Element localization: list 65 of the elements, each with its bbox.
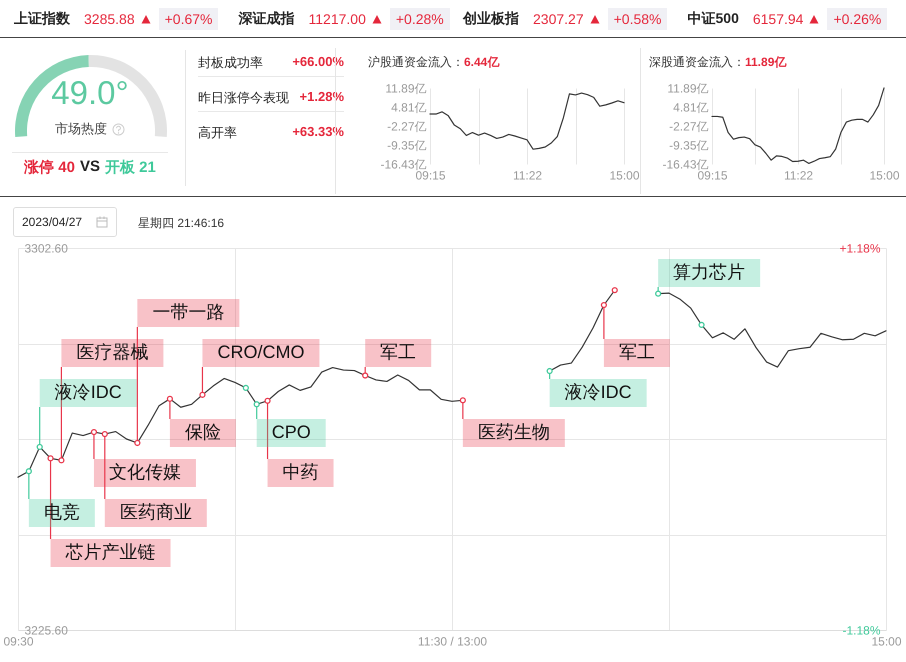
x-tick-label: 09:30 [3,634,34,648]
text: 高开率 [198,124,237,142]
text: +66.00% [292,54,344,71]
y-tick-label: -16.43亿 [662,158,708,172]
y-tick-label: -9.35亿 [387,138,426,152]
y-tick-label: 3225.60 [24,624,68,638]
text: 3285.88 [84,11,135,27]
chart-subtitle: 6.44亿 [464,55,500,69]
text: 封板成功率 [198,54,263,72]
text: 中证500 [688,10,739,28]
text: 49.0° [50,74,130,112]
data-label: 文化传媒 [108,462,181,482]
x-tick-label: 11:22 [784,168,814,182]
y-tick-label: -9.35亿 [669,138,708,152]
text: 深证成指 [238,10,294,28]
text: 创业板指 [463,10,519,28]
x-tick-label: 15:00 [869,168,900,182]
data-label: 中药 [282,462,319,482]
text: 11217.00 [308,11,366,27]
data-label: 医药商业 [120,502,192,522]
chart-subtitle: 11.89亿 [745,55,786,69]
x-tick-label: 11:30 / 13:00 [418,634,488,648]
data-label: CPO [272,422,311,442]
text: 上证指数 [14,10,70,28]
y-tick-label: 4.81亿 [673,100,708,114]
text: 2023/04/27 [22,215,82,229]
y-tick-label: -2.27亿 [669,120,708,134]
y-tick-label: 4.81亿 [391,100,426,114]
text: +63.33% [292,124,344,141]
chart-title: 沪股通资金流入： [368,55,464,69]
x-tick-label: 09:15 [415,168,446,182]
text: +0.26% [827,8,888,30]
x-tick-label: 15:00 [609,168,640,182]
x-tick-label: 15:00 [871,634,902,648]
text: 2307.27 [533,11,584,27]
data-label: 液冷IDC [564,382,632,402]
y-tick-label: -16.43亿 [380,158,426,172]
data-label: 一带一路 [152,302,224,322]
y-tick-label: 11.89亿 [385,82,426,96]
text: +0.58% [608,8,668,30]
data-label: 医药生物 [478,422,550,442]
y-tick-label: -2.27亿 [387,120,426,134]
data-label: 军工 [380,342,416,362]
text: VS [80,158,100,177]
text: 昨日涨停今表现 [198,89,289,107]
y-tick-label: 3302.60 [24,242,68,256]
text: +0.67% [158,8,218,30]
text: +1.28% [300,89,344,106]
text: 开板 21 [105,158,156,177]
data-label: 芯片产业链 [64,542,156,562]
text: 6157.94 [752,11,804,27]
data-label: 保险 [184,422,221,442]
data-label: CRO/CMO [217,342,304,362]
data-label: 算力芯片 [673,262,746,282]
y2-tick-label: +1.18% [839,242,881,256]
text: 星期四 21:46:16 [138,215,224,232]
x-tick-label: 09:15 [697,168,728,182]
text: 涨停 40 [24,158,75,177]
text: +0.28% [390,8,450,30]
y-tick-label: 11.89亿 [667,82,708,96]
text: 市场热度 [55,120,107,138]
chart-title: 深股通资金流入： [649,55,745,69]
y2-tick-label: -1.18% [842,624,881,638]
x-tick-label: 11:22 [512,168,542,182]
data-label: 军工 [618,342,655,362]
